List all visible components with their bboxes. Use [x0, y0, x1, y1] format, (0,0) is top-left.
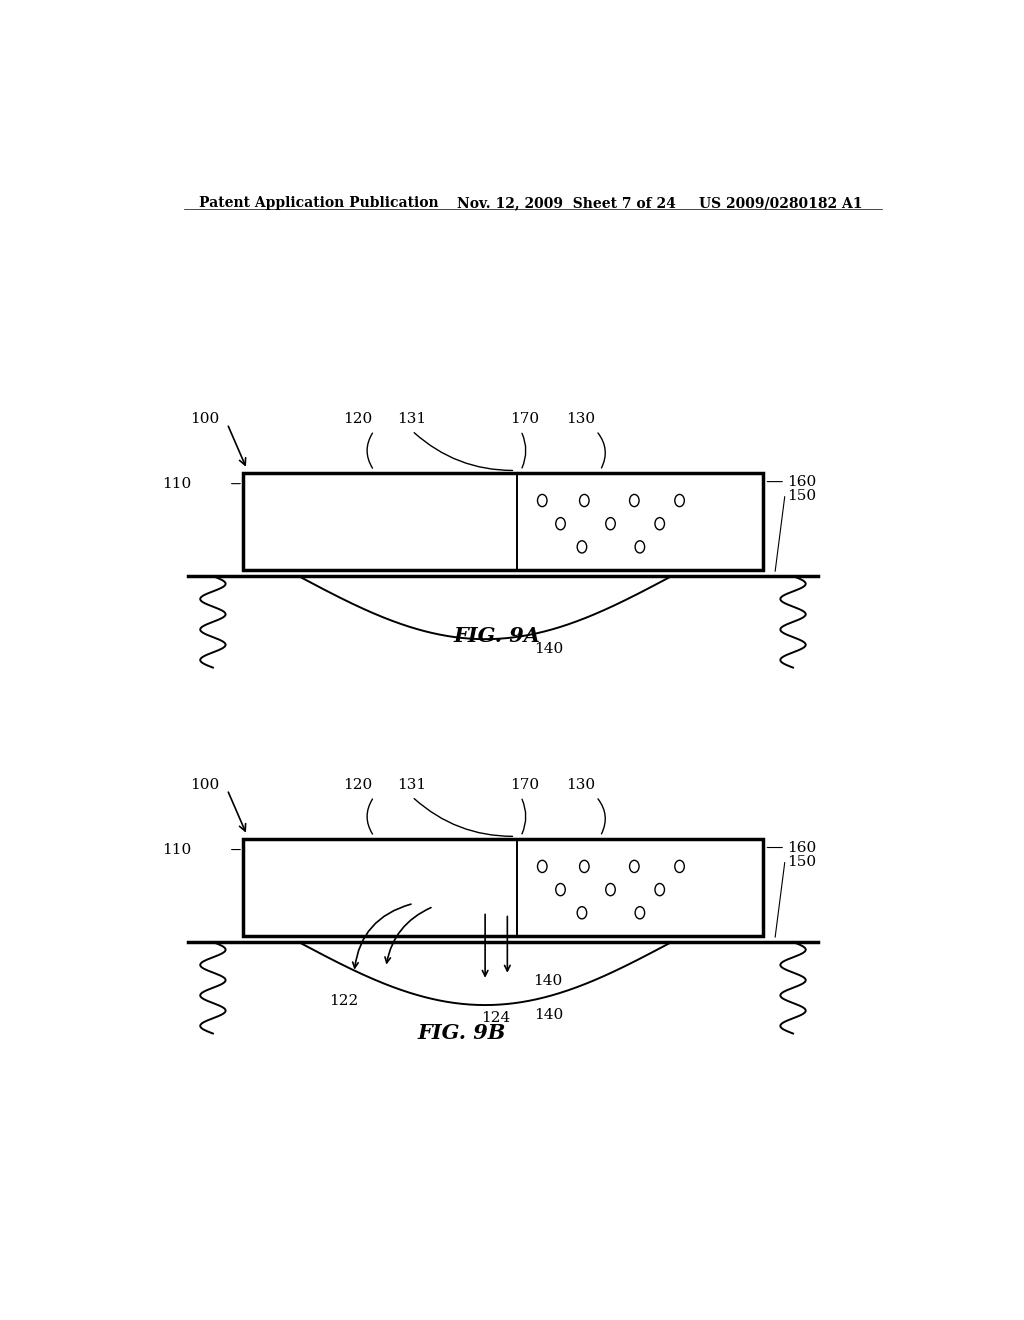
Bar: [243, 474, 763, 570]
Text: 131: 131: [397, 777, 427, 792]
Text: 160: 160: [786, 475, 816, 488]
Text: Nov. 12, 2009  Sheet 7 of 24: Nov. 12, 2009 Sheet 7 of 24: [458, 195, 676, 210]
Text: 170: 170: [510, 412, 540, 426]
Text: US 2009/0280182 A1: US 2009/0280182 A1: [699, 195, 863, 210]
Text: 100: 100: [190, 777, 219, 792]
Text: 170: 170: [510, 777, 540, 792]
Text: 120: 120: [343, 412, 373, 426]
Text: FIG. 9B: FIG. 9B: [417, 1023, 506, 1043]
Text: 124: 124: [481, 1011, 510, 1026]
Text: 150: 150: [786, 855, 816, 869]
Text: 131: 131: [397, 412, 427, 426]
Bar: [243, 840, 763, 936]
Text: 140: 140: [534, 643, 563, 656]
Text: 120: 120: [343, 777, 373, 792]
Text: 100: 100: [190, 412, 219, 425]
Text: 110: 110: [162, 842, 191, 857]
Text: 130: 130: [566, 412, 595, 426]
Text: 110: 110: [162, 477, 191, 491]
Text: 130: 130: [566, 777, 595, 792]
Text: 140: 140: [532, 974, 562, 987]
Text: 140: 140: [534, 1008, 563, 1022]
Text: 160: 160: [786, 841, 816, 854]
Text: Patent Application Publication: Patent Application Publication: [200, 195, 439, 210]
Text: 122: 122: [330, 994, 358, 1008]
Text: 150: 150: [786, 488, 816, 503]
Text: FIG. 9A: FIG. 9A: [454, 626, 541, 645]
